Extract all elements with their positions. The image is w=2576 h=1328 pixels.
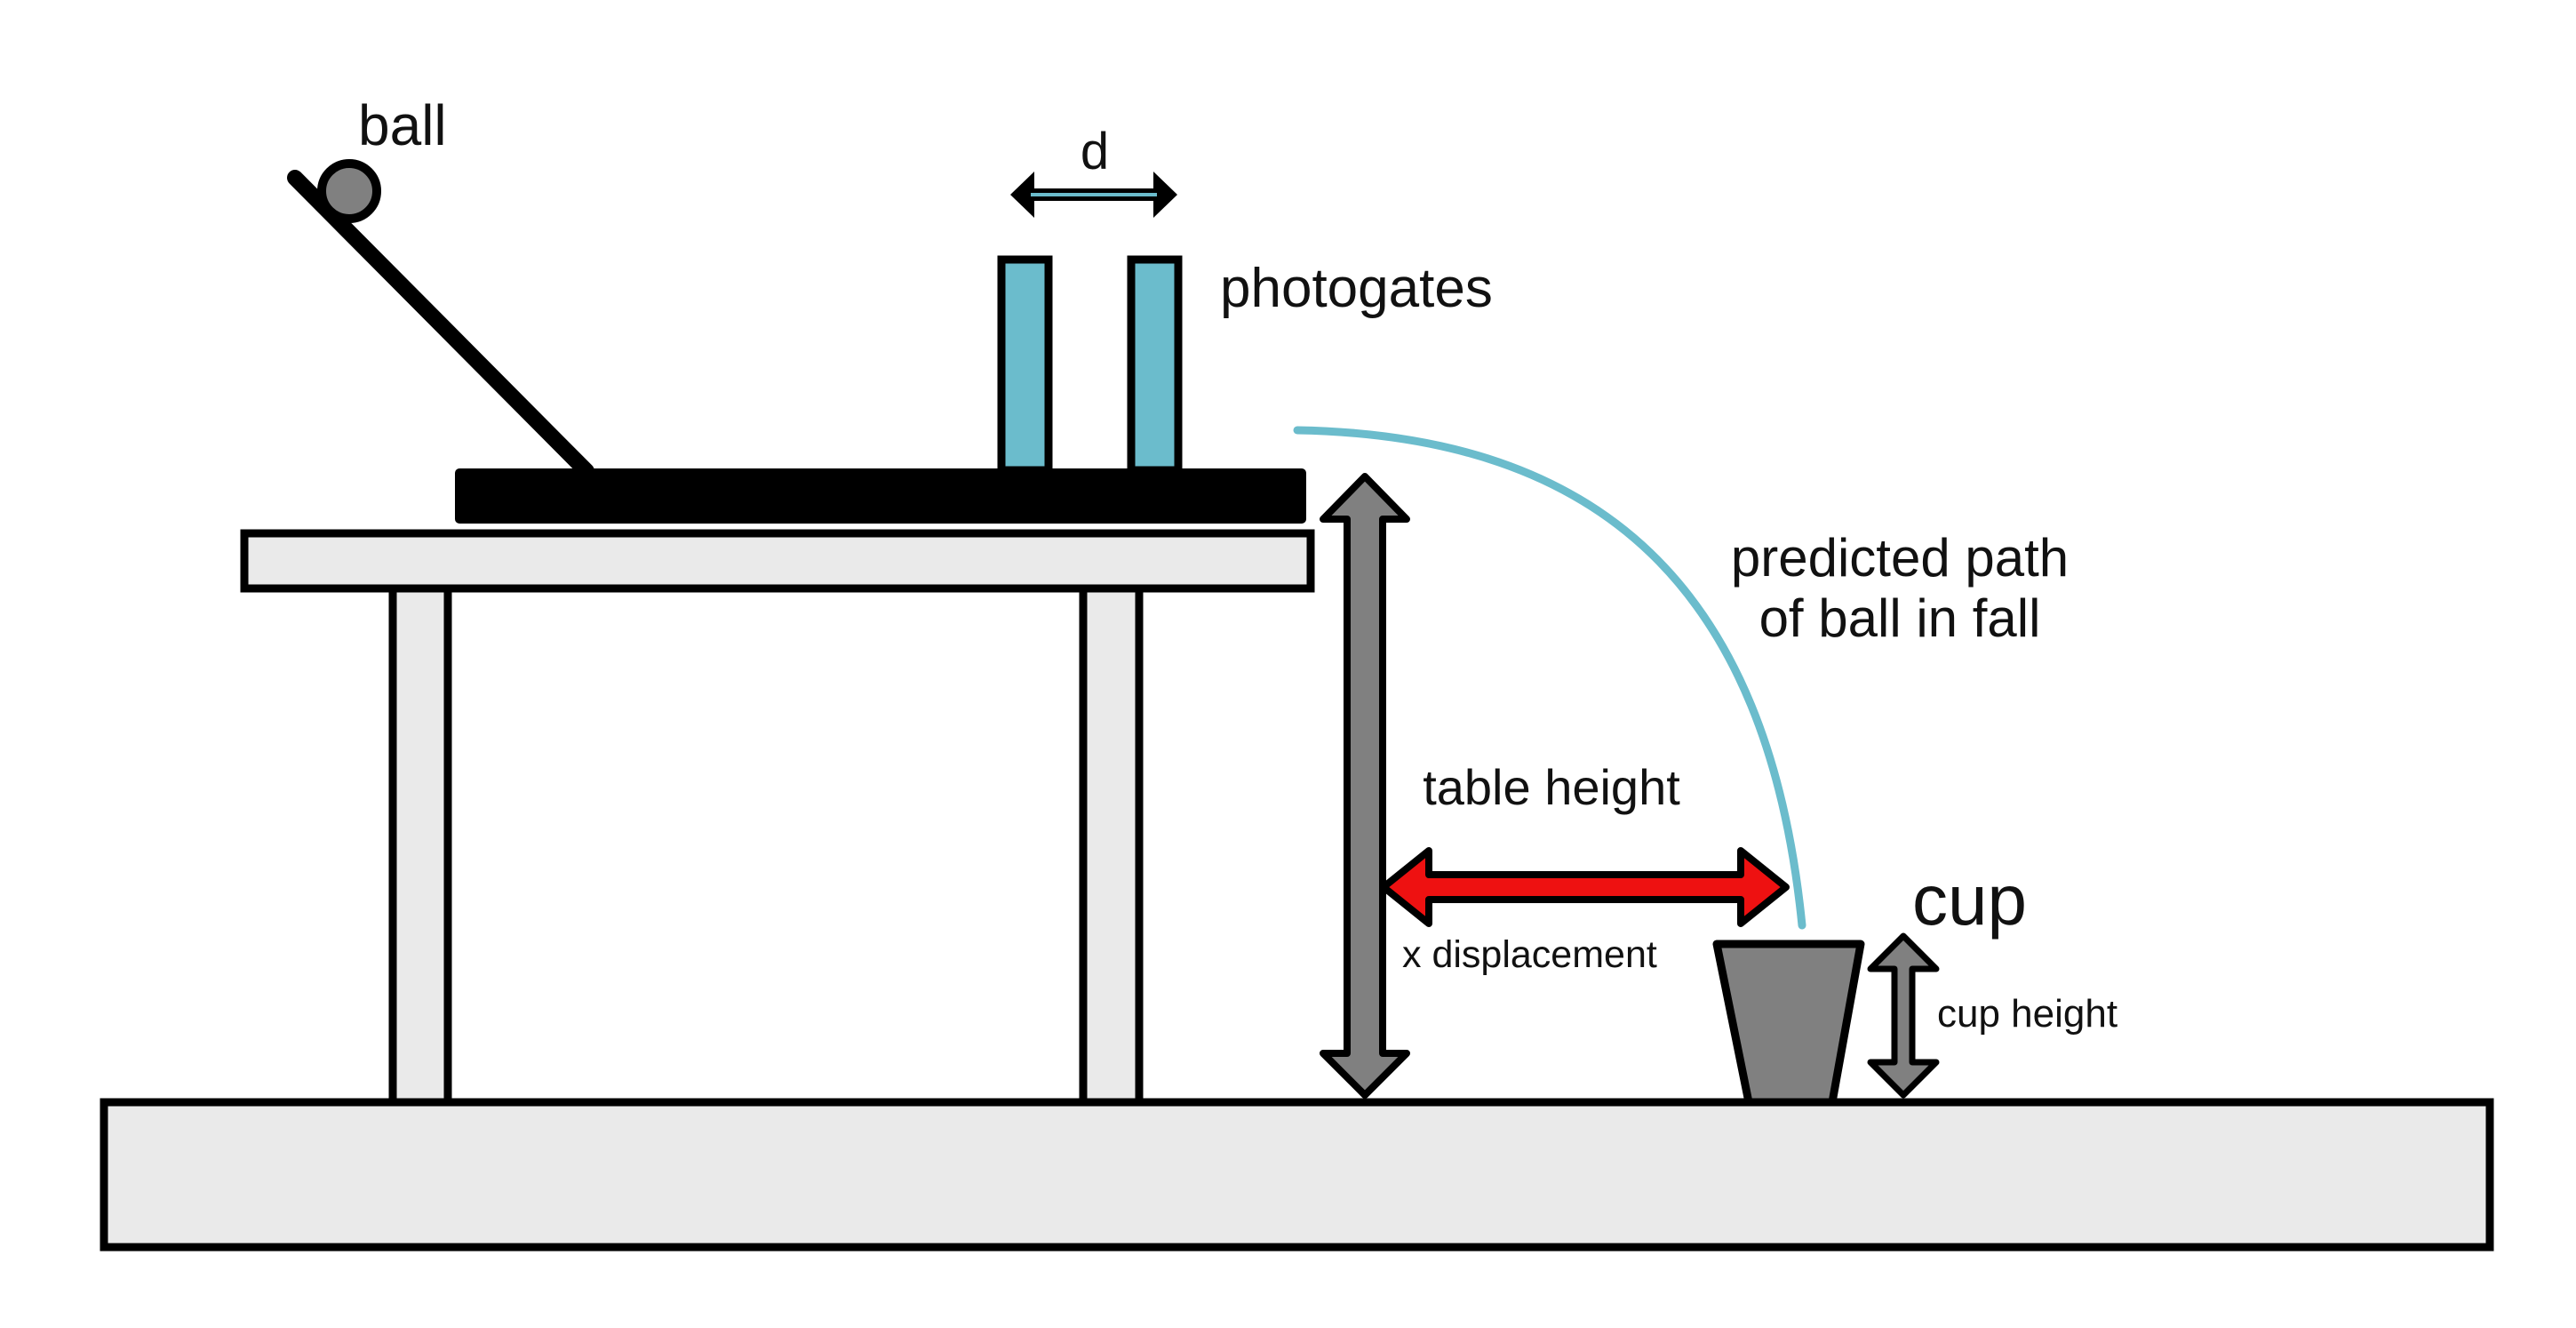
cup-height-arrow: [1867, 932, 1940, 1099]
predicted-path-curve: [1293, 426, 1806, 930]
predicted-path-label-line2: of ball in fall: [1759, 588, 2041, 648]
table-leg-left: [388, 584, 452, 1107]
predicted-path-label-line1: predicted path: [1731, 528, 2069, 588]
table-height-arrow: [1320, 473, 1410, 1099]
d-label: d: [1081, 123, 1109, 180]
cup: [1712, 940, 1865, 1107]
track: [455, 468, 1306, 524]
cup-label: cup: [1912, 860, 2027, 940]
ball-label: ball: [358, 93, 447, 157]
ramp: [287, 170, 594, 479]
x-displacement-arrow: [1380, 847, 1790, 927]
table-leg-right: [1079, 584, 1144, 1107]
ball: [317, 159, 381, 223]
photogates-label: photogates: [1220, 258, 1493, 319]
photogate-left: [997, 255, 1053, 475]
d-arrow: [1010, 172, 1177, 218]
floor: [100, 1098, 2494, 1252]
photogate-right: [1127, 255, 1183, 475]
table-top: [240, 529, 1315, 593]
table-height-label: table height: [1423, 759, 1680, 815]
cup-height-label: cup height: [1937, 992, 2117, 1036]
x-displacement-label: x displacement: [1402, 933, 1657, 976]
